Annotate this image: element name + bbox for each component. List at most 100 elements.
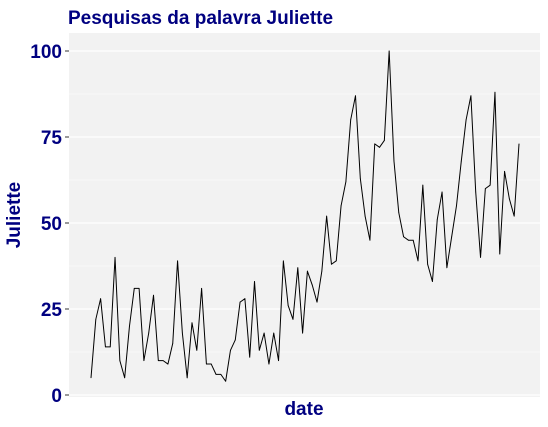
data-point (417, 260, 419, 262)
data-point (191, 322, 193, 324)
data-point (114, 257, 116, 258)
data-point (105, 346, 106, 348)
data-point (129, 325, 130, 327)
y-tick-label: 100 (30, 42, 62, 63)
y-axis-ticks (65, 50, 69, 396)
data-point (90, 377, 92, 379)
data-point (100, 298, 102, 300)
data-point (273, 332, 275, 334)
data-point (206, 363, 207, 365)
data-point (124, 377, 126, 379)
y-tick-label: 50 (41, 214, 62, 235)
data-point (278, 360, 279, 361)
data-point (465, 119, 467, 121)
y-axis-tick-labels: 0 25 50 75 100 (30, 42, 62, 407)
data-point (186, 377, 188, 379)
data-point (196, 349, 198, 351)
data-point (484, 188, 486, 190)
data-point (254, 281, 255, 282)
data-point (292, 318, 294, 320)
data-point (215, 373, 217, 375)
data-point (287, 305, 289, 306)
data-point (167, 363, 169, 365)
data-point (364, 215, 366, 217)
data-point (220, 373, 222, 375)
data-point (499, 253, 501, 255)
data-point (379, 146, 380, 148)
data-point (513, 215, 515, 217)
data-point (407, 239, 409, 241)
data-point (311, 284, 313, 286)
data-point (249, 356, 251, 358)
data-point (263, 332, 265, 334)
data-point (258, 349, 260, 351)
data-point (345, 181, 347, 183)
plot-panel (69, 33, 540, 397)
data-point (427, 263, 429, 265)
data-point (508, 198, 510, 200)
data-point (446, 267, 448, 269)
data-point (518, 143, 520, 145)
data-point (494, 91, 496, 93)
data-point (297, 267, 299, 269)
data-point (157, 360, 159, 361)
data-point (119, 360, 121, 361)
data-point (282, 260, 284, 262)
data-point (201, 287, 203, 289)
data-point (181, 332, 183, 334)
data-point (239, 301, 241, 303)
data-point (355, 95, 356, 97)
data-point (225, 380, 227, 382)
data-point (489, 184, 491, 186)
x-axis-label: date (284, 399, 323, 420)
data-point (138, 287, 140, 289)
data-point (460, 160, 462, 162)
data-point (302, 332, 303, 334)
data-point (172, 343, 174, 344)
data-point (133, 287, 135, 289)
chart-title: Pesquisas da palavra Juliette (68, 8, 333, 29)
data-point (321, 270, 323, 272)
data-point (451, 236, 453, 238)
data-point (393, 160, 395, 162)
y-tick-label: 25 (41, 300, 63, 321)
data-point (398, 212, 400, 214)
data-point (244, 298, 246, 300)
data-point (383, 140, 385, 141)
data-point (340, 205, 342, 207)
data-point (432, 281, 433, 282)
data-point (475, 191, 477, 193)
data-point (335, 260, 337, 262)
data-point (143, 360, 145, 361)
data-point (234, 339, 236, 341)
y-axis-label: Juliette (4, 182, 25, 249)
data-point (403, 236, 404, 238)
y-tick-label: 0 (51, 386, 62, 407)
data-point (369, 239, 371, 241)
data-point (162, 360, 164, 361)
data-point (470, 95, 472, 97)
data-point (177, 260, 178, 262)
data-point (153, 294, 154, 296)
series-line (90, 50, 520, 382)
data-point (109, 346, 111, 348)
data-point (230, 349, 231, 351)
data-point (307, 270, 308, 272)
data-point (412, 239, 414, 241)
data-point (316, 301, 318, 303)
data-point (456, 205, 457, 207)
data-point (422, 184, 424, 186)
data-point (326, 215, 328, 217)
data-point (148, 332, 150, 334)
data-point (388, 50, 390, 52)
y-tick-label: 75 (41, 128, 63, 149)
data-point (359, 177, 361, 179)
data-point (504, 171, 505, 172)
data-point (331, 263, 332, 265)
data-point (268, 363, 270, 365)
data-point (436, 219, 438, 220)
data-point (350, 119, 352, 121)
minor-gridlines (69, 93, 540, 353)
data-point (374, 143, 376, 145)
